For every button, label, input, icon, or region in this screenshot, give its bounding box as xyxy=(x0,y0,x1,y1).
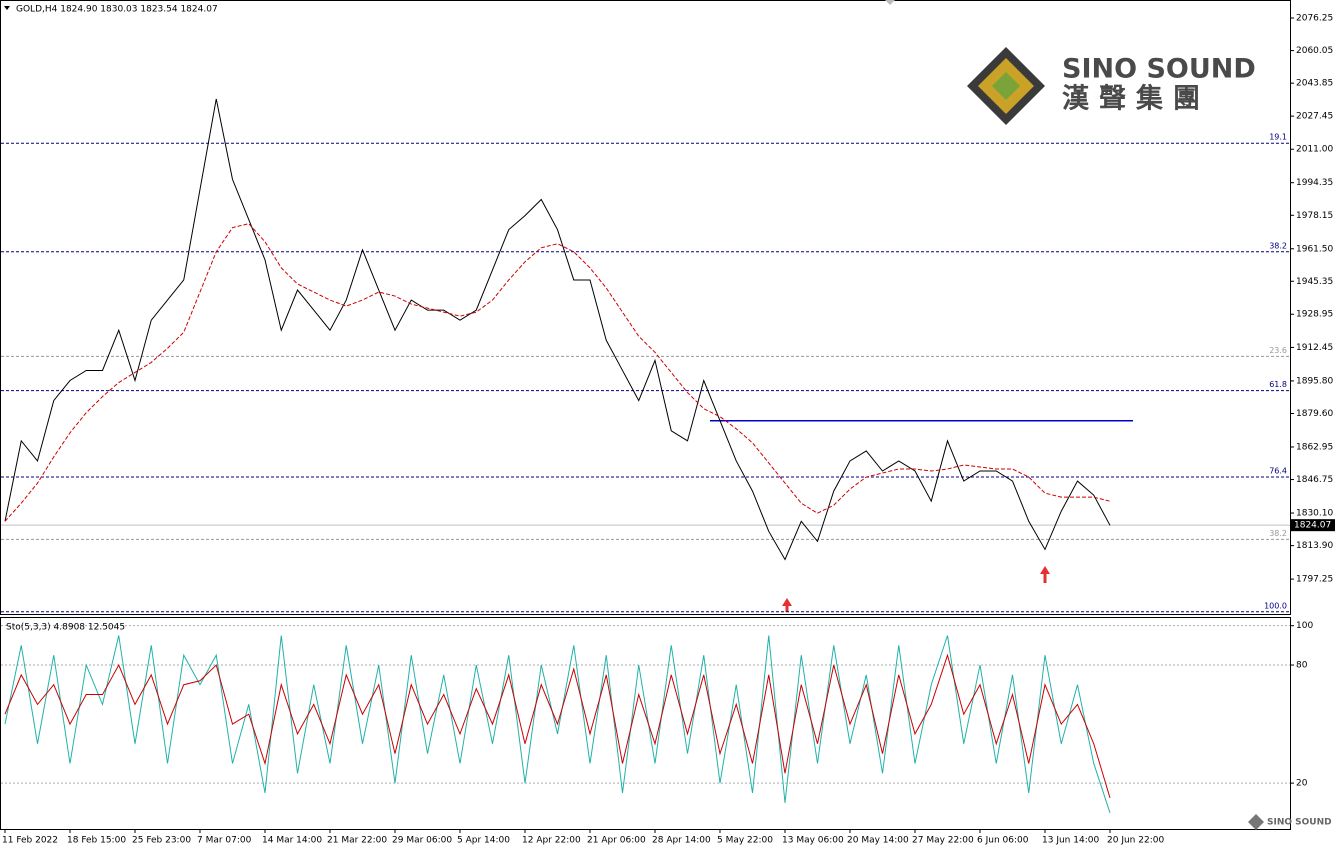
header: GOLD,H4 1824.90 1830.03 1823.54 1824.07 xyxy=(16,5,218,15)
x-tick-label: 28 Apr 14:00 xyxy=(652,836,711,846)
x-tick-label: 11 Feb 2022 xyxy=(2,836,58,846)
x-tick-label: 12 Apr 22:00 xyxy=(522,836,581,846)
y-tick-label: 2076.25 xyxy=(1296,13,1333,23)
logo-name: SINO SOUND xyxy=(1062,54,1256,85)
x-tick-label: 20 May 14:00 xyxy=(847,836,909,846)
indicator-title: Sto(5,3,3) 4.8908 12.5045 xyxy=(6,623,125,633)
low-arrow xyxy=(1040,566,1050,583)
x-tick-label: 25 Feb 23:00 xyxy=(132,836,191,846)
x-tick-label: 21 Mar 22:00 xyxy=(327,836,387,846)
y-tick-label: 1895.80 xyxy=(1296,376,1333,386)
y-tick-label: 1846.75 xyxy=(1296,475,1333,485)
y-tick-label: 2027.45 xyxy=(1296,112,1333,122)
fib-label: 19.1 xyxy=(1269,133,1287,142)
watermark-icon xyxy=(1248,814,1264,830)
fib-label: 38.2 xyxy=(1269,241,1287,250)
logo: SINO SOUND 漢聲集團 xyxy=(967,47,1256,125)
fib-label: 76.4 xyxy=(1269,467,1287,476)
y-tick-label: 1928.95 xyxy=(1296,310,1333,320)
y-tick-label: 1994.35 xyxy=(1296,178,1333,188)
low-arrow xyxy=(782,598,792,612)
y-tick-label: 1978.15 xyxy=(1296,211,1333,221)
x-tick-label: 7 Mar 07:00 xyxy=(197,836,252,846)
y-tick-label: 1961.50 xyxy=(1296,244,1333,254)
y-tick-label: 1813.90 xyxy=(1296,541,1333,551)
x-tick-label: 18 Feb 15:00 xyxy=(67,836,126,846)
menu-triangle xyxy=(4,6,10,10)
y-tick-label: 2011.00 xyxy=(1296,145,1333,155)
x-tick-label: 6 Jun 06:00 xyxy=(977,836,1029,846)
x-tick-label: 20 Jun 22:00 xyxy=(1107,836,1164,846)
fib-label: 100.0 xyxy=(1264,601,1287,610)
y-tick-label: 1912.45 xyxy=(1296,343,1333,353)
fib-label: 38.2 xyxy=(1269,529,1287,538)
logo-core xyxy=(992,72,1020,100)
x-tick-label: 21 Apr 06:00 xyxy=(587,836,646,846)
x-tick-label: 5 Apr 14:00 xyxy=(457,836,510,846)
y-tick-label: 1830.10 xyxy=(1296,509,1333,519)
price-line xyxy=(4,98,1111,561)
y-tick-label: 1879.60 xyxy=(1296,409,1333,419)
shift-marker xyxy=(885,0,895,5)
price-panel xyxy=(0,0,1291,615)
y-tick-label: 1797.25 xyxy=(1296,575,1333,585)
x-tick-label: 29 Mar 06:00 xyxy=(392,836,452,846)
x-tick-label: 13 Jun 14:00 xyxy=(1042,836,1099,846)
x-tick-label: 5 May 22:00 xyxy=(717,836,773,846)
x-tick-label: 13 May 06:00 xyxy=(782,836,844,846)
y-tick-label: 2060.05 xyxy=(1296,46,1333,56)
stoch-signal xyxy=(4,653,1111,799)
y-tick-label: 2043.85 xyxy=(1296,79,1333,89)
y-tick-label: 80 xyxy=(1296,661,1308,671)
stoch-main xyxy=(4,635,1111,814)
x-tick-label: 27 May 22:00 xyxy=(912,836,974,846)
stoch-panel xyxy=(0,617,1291,830)
y-tick-label: 100 xyxy=(1296,621,1313,631)
fib-label: 61.8 xyxy=(1269,380,1287,389)
last-price-label: 1824.07 xyxy=(1294,521,1331,531)
y-tick-label: 20 xyxy=(1296,779,1308,789)
last-price-box xyxy=(1291,519,1335,532)
fib-label: 23.6 xyxy=(1269,346,1287,355)
moving-average xyxy=(4,223,1111,522)
y-tick-label: 1862.95 xyxy=(1296,442,1333,452)
x-tick-label: 14 Mar 14:00 xyxy=(262,836,322,846)
logo-subtitle: 漢聲集團 xyxy=(1062,83,1210,115)
watermark: SINO SOUND xyxy=(1267,818,1332,828)
y-tick-label: 1945.35 xyxy=(1296,277,1333,287)
